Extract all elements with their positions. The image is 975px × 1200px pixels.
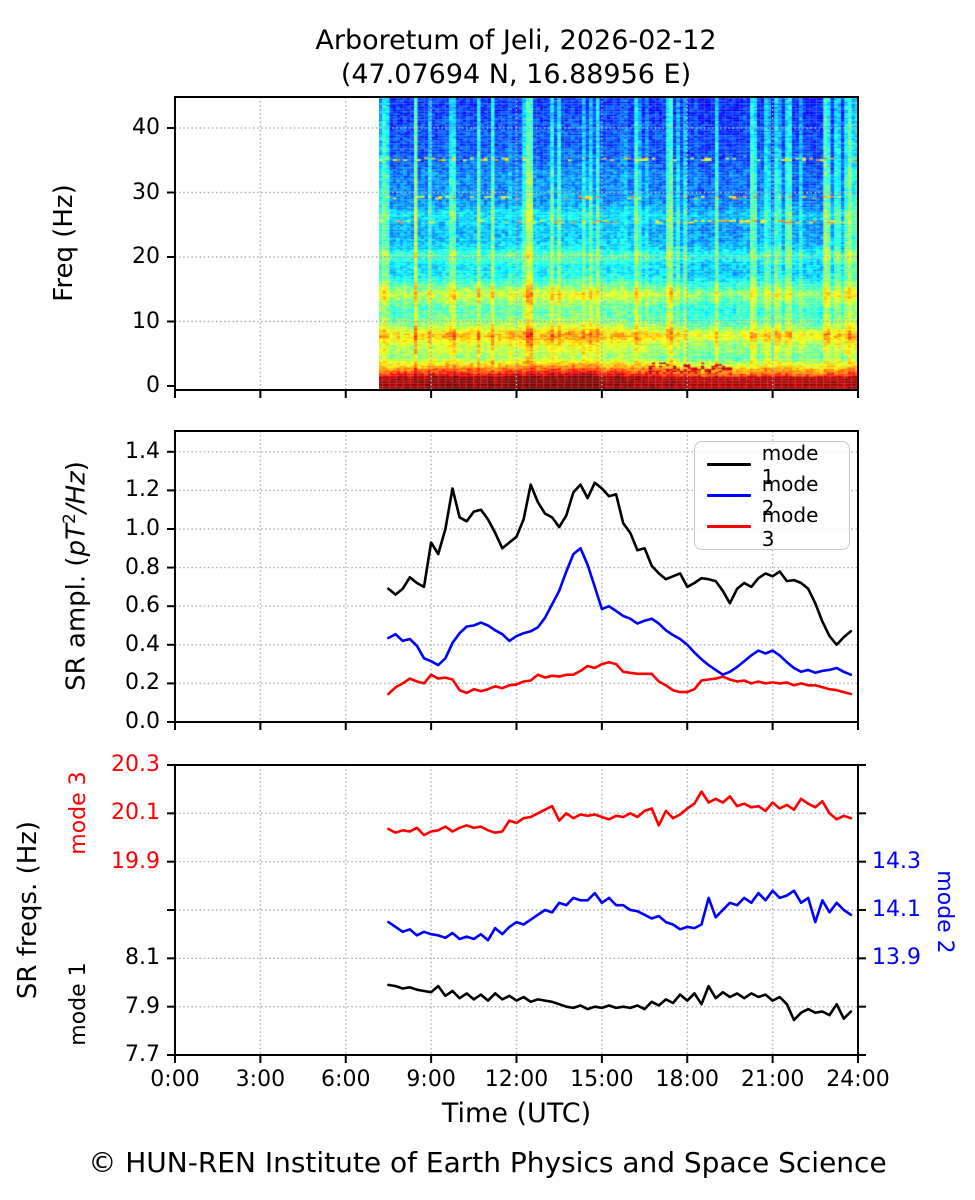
title-line1: Arboretum of Jeli, 2026-02-12 <box>315 25 717 56</box>
ampl-line-mode1 <box>387 481 853 647</box>
mode1-ytick-label: 8.1 <box>125 945 160 971</box>
gridlines <box>175 97 858 1055</box>
mode2-axis-label: mode 2 <box>932 870 957 954</box>
time-tick-label: 9:00 <box>406 1067 456 1092</box>
freq-line-mode1 <box>387 983 853 1022</box>
freq-line-mode3 <box>387 790 853 837</box>
sr-ampl-axis-label: SR ampl. (pT2/Hz) <box>55 426 92 726</box>
ampl-line-mode3 <box>387 660 853 696</box>
data-series <box>387 481 853 1022</box>
ampl-ytick-label: 0.0 <box>125 709 160 734</box>
panel-spine <box>174 96 859 391</box>
ampl-ytick-label: 0.2 <box>125 670 160 696</box>
sr-ampl-label-suffix: ) <box>61 461 92 472</box>
legend-item-mode2: mode 2 <box>707 472 837 520</box>
copyright-footer: © HUN-REN Institute of Earth Physics and… <box>88 1146 887 1179</box>
freq-ytick-label: 10 <box>132 308 160 334</box>
legend-label-mode2: mode 2 <box>761 471 819 520</box>
ampl-ytick-label: 0.6 <box>125 593 160 619</box>
mode3-ytick-label: 20.1 <box>111 800 160 826</box>
time-tick-label: 6:00 <box>321 1067 371 1092</box>
ampl-ytick-label: 0.8 <box>125 554 160 580</box>
sr-ampl-label-sup: 2 <box>60 513 80 525</box>
legend: mode 1 mode 2 mode 3 <box>694 441 850 551</box>
sr-ampl-label-hz: /Hz <box>61 471 92 514</box>
legend-line-sample-mode2 <box>707 494 751 497</box>
legend-item-mode3: mode 3 <box>707 503 837 551</box>
time-axis-label: Time (UTC) <box>441 1098 592 1129</box>
freq-line-mode2 <box>387 889 853 942</box>
freq-ytick-label: 40 <box>132 115 160 140</box>
time-tick-label: 0:00 <box>150 1067 200 1092</box>
mode1-axis-label: mode 1 <box>66 962 91 1046</box>
mode1-ytick-label: 7.9 <box>125 993 160 1019</box>
figure-title: Arboretum of Jeli, 2026-02-12 (47.07694 … <box>146 24 886 92</box>
sr-ampl-label-prefix: SR ampl. ( <box>61 556 92 691</box>
mode2-ytick-label: 13.9 <box>872 945 921 971</box>
freq-ytick-label: 0 <box>146 373 160 398</box>
ampl-ytick-label: 1.2 <box>125 477 160 503</box>
sr-freqs-axis-label: SR freqs. (Hz) <box>13 820 43 1000</box>
legend-line-sample-mode1 <box>707 463 751 466</box>
sr-ampl-label-pt: pT <box>61 524 92 557</box>
time-tick-label: 15:00 <box>570 1067 634 1092</box>
time-tick-label: 18:00 <box>655 1067 719 1092</box>
mode2-ytick-label: 14.3 <box>872 848 921 874</box>
mode3-ytick-label: 20.3 <box>111 752 160 777</box>
title-line2: (47.07694 N, 16.88956 E) <box>340 59 692 90</box>
freq-ytick-label: 30 <box>132 179 160 205</box>
mode2-ytick-label: 14.1 <box>872 896 921 922</box>
time-tick-label: 12:00 <box>484 1067 549 1092</box>
legend-line-sample-mode3 <box>707 525 751 528</box>
mode3-ytick-label: 19.9 <box>111 848 160 874</box>
time-tick-label: 21:00 <box>740 1067 805 1092</box>
ampl-ytick-label: 0.4 <box>125 631 160 657</box>
ampl-ytick-label: 1.4 <box>125 438 160 464</box>
ampl-ytick-label: 1.0 <box>125 516 160 541</box>
mode3-axis-label: mode 3 <box>66 771 91 855</box>
freq-axis-label: Freq (Hz) <box>49 184 79 302</box>
freq-ytick-label: 20 <box>132 244 160 269</box>
time-tick-label: 3:00 <box>235 1067 286 1092</box>
mode1-ytick-label: 7.7 <box>125 1041 160 1067</box>
legend-label-mode3: mode 3 <box>761 502 819 551</box>
ampl-line-mode2 <box>387 546 853 677</box>
axis-tick-marks <box>167 127 866 1063</box>
legend-item-mode1: mode 1 <box>707 441 837 489</box>
legend-label-mode1: mode 1 <box>761 440 819 489</box>
time-tick-label: 24:00 <box>826 1067 890 1092</box>
spectrogram-heatmap <box>379 97 858 390</box>
